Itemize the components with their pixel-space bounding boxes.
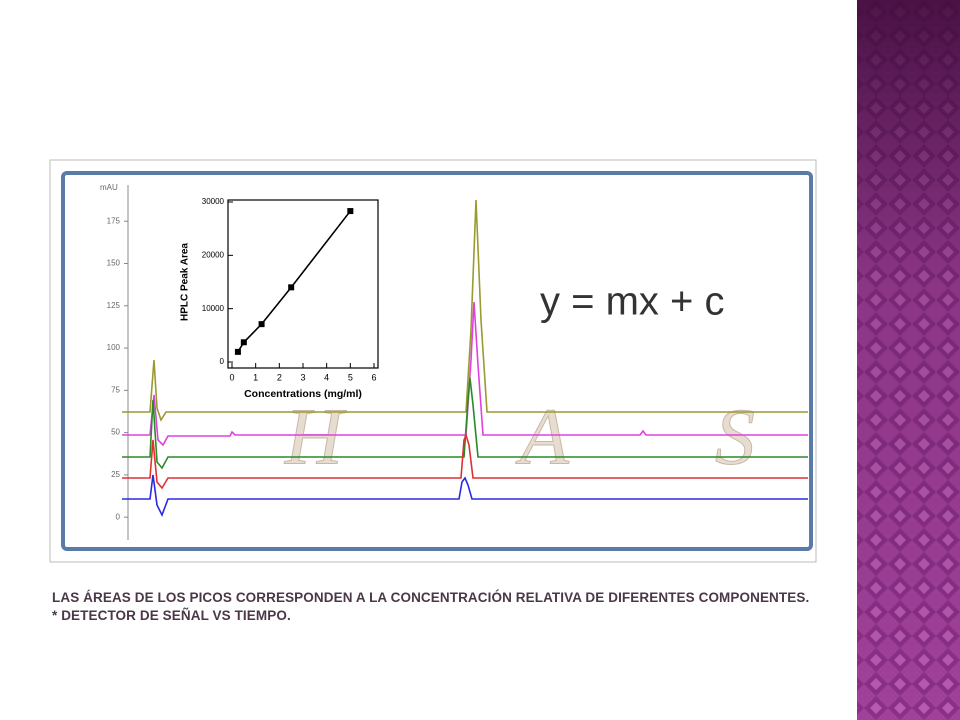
trace <box>122 474 808 517</box>
x-tick-label: 0 <box>229 372 234 382</box>
trace <box>122 377 808 470</box>
point <box>347 208 354 215</box>
trace <box>122 432 808 490</box>
inset-x-label: Concentrations (mg/ml) <box>244 388 362 400</box>
point <box>234 348 241 355</box>
y-tick-label: 20000 <box>202 250 225 259</box>
y-tick-label: 100 <box>107 343 121 352</box>
inset-frame <box>227 199 379 369</box>
x-tick-label: 4 <box>324 372 329 382</box>
point <box>258 321 265 328</box>
y-tick-label: 0 <box>220 357 225 366</box>
y-tick-label: 50 <box>111 428 120 437</box>
y-tick-label: 25 <box>111 470 120 479</box>
chart-border <box>61 171 813 551</box>
y-tick-label: 0 <box>116 512 121 521</box>
watermark: S <box>715 393 755 481</box>
y-tick-label: 150 <box>107 259 121 268</box>
inset-y-label: HPLC Peak Area <box>180 243 191 321</box>
side-shade <box>857 0 960 720</box>
x-tick-label: 1 <box>253 372 258 382</box>
x-tick-label: 2 <box>277 372 282 382</box>
x-tick-label: 5 <box>348 372 353 382</box>
y-tick-label: 175 <box>107 216 121 225</box>
watermark: A <box>515 393 570 481</box>
x-tick-label: 3 <box>300 372 305 382</box>
point <box>288 284 295 291</box>
trace <box>122 199 808 422</box>
caption: LAS ÁREAS DE LOS PICOS CORRESPONDEN A LA… <box>52 590 810 605</box>
watermark: H <box>284 393 347 481</box>
y-unit: mAU <box>100 183 118 192</box>
y-tick-label: 30000 <box>202 197 225 206</box>
equation: y = mx + c <box>540 280 725 324</box>
y-tick-label: 75 <box>111 385 120 394</box>
y-tick-label: 10000 <box>202 304 225 313</box>
y-tick-label: 125 <box>107 301 121 310</box>
caption: * DETECTOR DE SEÑAL VS TIEMPO. <box>52 608 291 623</box>
point <box>240 339 247 346</box>
x-tick-label: 6 <box>371 372 376 382</box>
trace <box>122 301 808 447</box>
